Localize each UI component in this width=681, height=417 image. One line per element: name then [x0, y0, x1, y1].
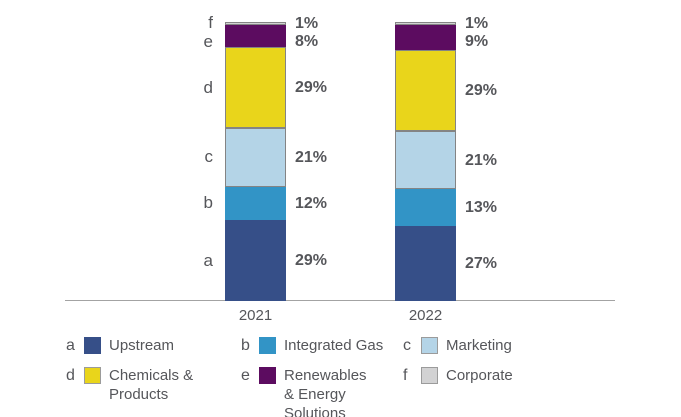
value-number: 21	[465, 151, 483, 169]
category-letter-c: c	[204, 147, 214, 167]
value-label-2022-f: 1%	[465, 14, 489, 32]
bar-segment-2021-e	[225, 24, 286, 48]
legend-letter-a: a	[66, 337, 75, 354]
legend-item-b: b Integrated Gas	[241, 336, 403, 355]
bar-segment-2022-c	[395, 130, 456, 190]
legend-swatch-e	[259, 367, 276, 384]
value-label-2022-d: 29%	[465, 81, 498, 99]
legend-letter-d: d	[66, 367, 75, 384]
legend-swatch-a	[84, 337, 101, 354]
value-number: 21	[295, 148, 313, 166]
legend-label-line: & Energy Solutions	[284, 386, 346, 417]
legend-letter-f: f	[403, 367, 408, 384]
legend-label-c: Marketing	[446, 336, 512, 355]
x-axis-line	[65, 300, 615, 301]
value-number: 12	[295, 194, 313, 212]
legend-swatch-b	[259, 337, 276, 354]
value-label-2021-e: 8%	[295, 33, 319, 51]
legend-label-line: Chemicals &	[109, 367, 194, 384]
legend-label-line: Products	[109, 386, 169, 403]
value-number: 29	[295, 79, 313, 97]
legend-label-e: Renewables & Energy Solutions	[284, 366, 403, 417]
value-label-2021-f: 1%	[295, 14, 319, 32]
legend-label-d: Chemicals & Products	[109, 366, 193, 404]
x-tick-2022: 2022	[408, 307, 443, 324]
category-letter-a: a	[203, 250, 213, 270]
legend-label-line: Corporate	[446, 367, 513, 384]
category-letter-f: f	[208, 13, 213, 33]
bar-segment-2021-c	[225, 128, 286, 187]
legend-letter-e: e	[241, 367, 250, 384]
value-label-2022-b: 13%	[465, 199, 498, 217]
category-letter-b: b	[203, 193, 213, 213]
legend-item-a: a Upstream	[66, 336, 241, 355]
bar-segment-2021-d	[225, 47, 286, 129]
value-label-2021-d: 29%	[295, 79, 328, 97]
value-number: 27	[465, 254, 483, 272]
bar-segment-2022-d	[395, 49, 456, 131]
value-number: 9	[465, 33, 474, 51]
legend-item-d: d Chemicals & Products	[66, 366, 241, 417]
legend-letter-b: b	[241, 337, 250, 354]
value-number: 8	[295, 33, 304, 51]
chart-legend: a Upstream b Integrated Gas c Marketing d Chemi…	[66, 336, 513, 417]
legend-label-line: Renewables	[284, 367, 367, 384]
legend-label-b: Integrated Gas	[284, 336, 383, 355]
bar-segment-2021-f	[225, 22, 286, 25]
value-label-2021-a: 29%	[295, 252, 328, 270]
value-number: 29	[295, 252, 313, 270]
value-label-2022-e: 9%	[465, 33, 489, 51]
bar-segment-2022-b	[395, 189, 456, 226]
legend-swatch-c	[421, 337, 438, 354]
legend-label-line: Integrated Gas	[284, 337, 384, 354]
category-letter-d: d	[203, 77, 213, 97]
value-number: 1	[295, 14, 304, 32]
legend-letter-c: c	[403, 337, 411, 354]
bar-segment-2022-a	[395, 225, 456, 301]
legend-label-line: Marketing	[446, 337, 512, 354]
legend-swatch-f	[421, 367, 438, 384]
value-label-2021-c: 21%	[295, 148, 328, 166]
category-letter-e: e	[203, 31, 213, 51]
bar-segment-2021-a	[225, 220, 286, 301]
value-label-2022-c: 21%	[465, 151, 498, 169]
legend-label-a: Upstream	[109, 336, 174, 355]
bar-segment-2021-b	[225, 186, 286, 221]
legend-label-f: Corporate	[446, 366, 513, 385]
value-number: 1	[465, 14, 474, 32]
value-label-2022-a: 27%	[465, 254, 498, 272]
legend-item-f: f Corporate	[403, 366, 513, 417]
x-tick-2021: 2021	[238, 307, 273, 324]
value-label-2021-b: 12%	[295, 194, 328, 212]
value-number: 29	[465, 81, 483, 99]
legend-item-e: e Renewables & Energy Solutions	[241, 366, 403, 417]
legend-item-c: c Marketing	[403, 336, 513, 355]
bar-segment-2022-f	[395, 22, 456, 25]
bar-segment-2022-e	[395, 24, 456, 50]
legend-label-line: Upstream	[109, 337, 175, 354]
value-number: 13	[465, 199, 483, 217]
legend-swatch-d	[84, 367, 101, 384]
